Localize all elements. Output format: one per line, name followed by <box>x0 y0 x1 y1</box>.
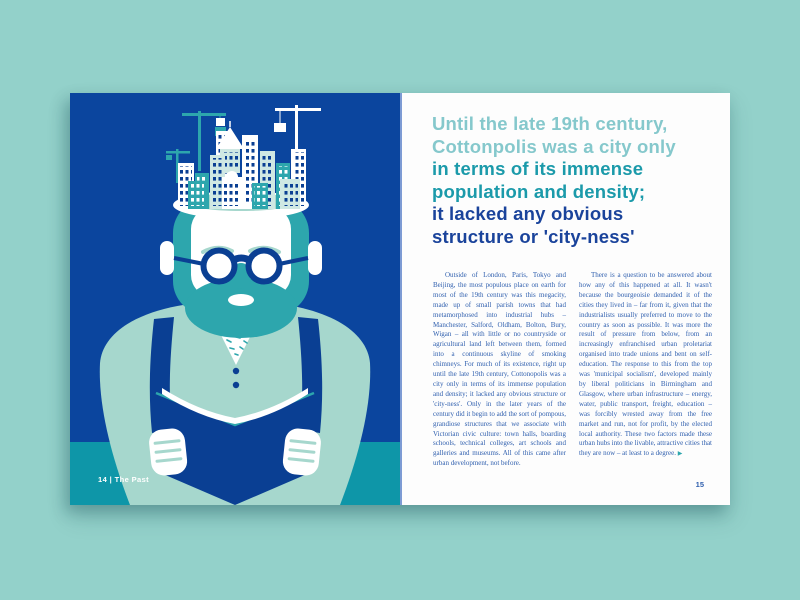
headline-line: it lacked any obvious <box>432 203 624 224</box>
headline: Until the late 19th century, Cottonpolis… <box>432 113 722 248</box>
page-number: 15 <box>695 480 704 489</box>
headline-line: Cottonpolis was a city only <box>432 135 676 157</box>
headline-line: in terms of its immense <box>432 158 644 179</box>
left-page: 14 | The Past <box>70 93 400 505</box>
body-paragraph: Outside of London, Paris, Tokyo and Beij… <box>433 271 566 468</box>
body-column-1: Outside of London, Paris, Tokyo and Beij… <box>433 271 566 469</box>
headline-line: structure or 'city-ness' <box>432 225 635 247</box>
right-page: Until the late 19th century, Cottonpolis… <box>400 93 730 505</box>
body-text: Outside of London, Paris, Tokyo and Beij… <box>433 271 713 469</box>
left-page-footer: 14 | The Past <box>98 475 150 484</box>
body-column-2: There is a question to be answered about… <box>579 271 712 469</box>
end-of-article-icon: ▶ <box>677 451 683 458</box>
body-paragraph: There is a question to be answered about… <box>579 271 712 458</box>
headline-line: Until the late 19th century, <box>432 113 668 134</box>
man-city-head-illustration <box>70 93 400 505</box>
book-spread: 14 | The Past Until the late 19th centur… <box>70 93 730 505</box>
headline-line: population and density; <box>432 180 646 202</box>
